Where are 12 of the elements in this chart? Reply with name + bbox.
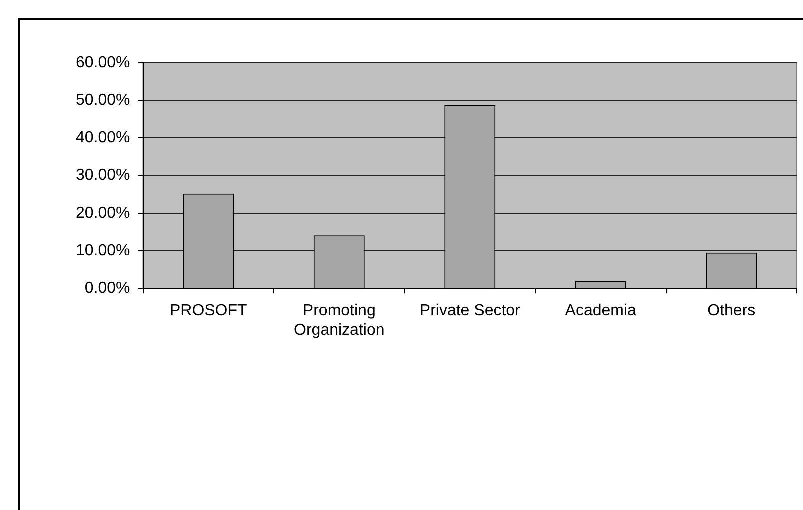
x-tick-label: Others xyxy=(708,302,756,320)
x-tick-label: PROSOFT xyxy=(170,302,248,320)
y-tick-label: 60.00% xyxy=(76,54,130,72)
y-tick-label: 20.00% xyxy=(76,204,130,222)
y-tick-label: 40.00% xyxy=(76,130,130,147)
x-tick-label: Promoting Organization xyxy=(294,302,385,339)
y-tick-label: 10.00% xyxy=(76,242,130,260)
x-tick-label: Private Sector xyxy=(420,302,522,320)
y-tick-label: 30.00% xyxy=(76,167,130,184)
y-tick-label: 50.00% xyxy=(76,92,130,110)
y-tick-label: 0.00% xyxy=(84,280,130,298)
x-tick-label: Academia xyxy=(565,302,637,320)
